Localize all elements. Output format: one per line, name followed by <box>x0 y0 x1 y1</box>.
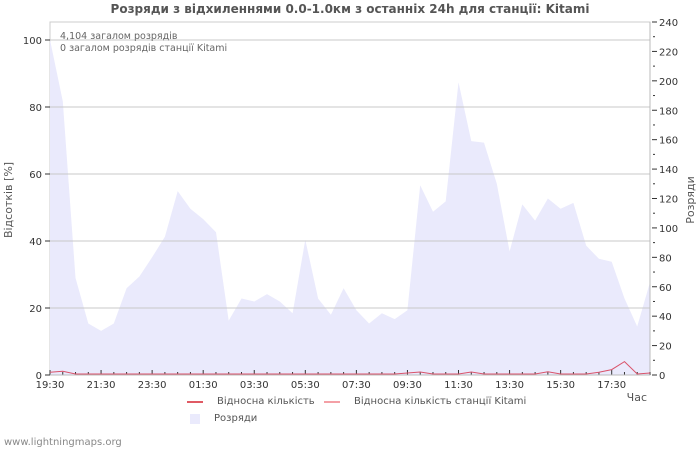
y2-tick-label: 20 <box>659 342 672 353</box>
x-tick-label: 21:30 <box>87 380 116 391</box>
x-tick-label: 05:30 <box>291 380 320 391</box>
x-axis-label: Час <box>627 391 647 404</box>
y2-axis-label: Розряди <box>684 176 697 224</box>
y-tick-label: 100 <box>23 36 42 47</box>
legend-label: Відносна кількість станції Kitami <box>354 396 527 407</box>
y-tick-label: 40 <box>29 237 42 248</box>
legend-relative: Відносна кількість <box>187 396 315 407</box>
y2-tick-label: 100 <box>659 224 678 235</box>
y2-tick-label: 60 <box>659 283 672 294</box>
chart-title: Розряди з відхиленнями 0.0-1.0км з остан… <box>110 2 590 16</box>
annotation-text: 0 загалом розрядів станції Kitami <box>60 43 227 54</box>
y2-tick-label: 180 <box>659 106 678 117</box>
y2-tick-label: 240 <box>659 18 678 29</box>
x-tick-label: 23:30 <box>138 380 167 391</box>
x-tick-label: 07:30 <box>342 380 371 391</box>
y-tick-label: 20 <box>29 304 42 315</box>
footer-link[interactable]: www.lightningmaps.org <box>4 437 122 448</box>
x-tick-label: 11:30 <box>444 380 473 391</box>
legend-line-icon <box>324 400 340 403</box>
relative-line <box>49 360 651 375</box>
y2-tick-label: 40 <box>659 312 672 323</box>
y2-tick-label: 0 <box>659 371 665 382</box>
strikes-area <box>50 39 650 375</box>
x-tick-label: 19:30 <box>36 380 65 391</box>
legend-area-icon <box>190 413 200 424</box>
y2-tick-label: 200 <box>659 77 678 88</box>
legend-relative-station: Відносна кількість станції Kitami <box>324 396 526 407</box>
x-tick-label: 03:30 <box>240 380 269 391</box>
y2-tick-label: 160 <box>659 136 678 147</box>
y2-tick-label: 120 <box>659 195 678 206</box>
y2-tick-label: 220 <box>659 47 678 58</box>
y-tick-label: 60 <box>29 170 42 181</box>
x-tick-label: 01:30 <box>189 380 218 391</box>
legend-strikes: Розряди <box>187 413 257 424</box>
x-tick-label: 15:30 <box>546 380 575 391</box>
annotation-text: 4,104 загалом розрядів <box>60 31 178 42</box>
y-tick-label: 0 <box>36 371 42 382</box>
x-tick-label: 17:30 <box>597 380 626 391</box>
legend-line-icon <box>187 400 203 403</box>
x-tick-label: 09:30 <box>393 380 422 391</box>
y-axis-label: Відсотків [%] <box>2 162 15 238</box>
y-tick-label: 80 <box>29 103 42 114</box>
y2-tick-label: 140 <box>659 165 678 176</box>
legend-label: Розряди <box>214 413 258 424</box>
legend-label: Відносна кількість <box>217 396 315 407</box>
y2-tick-label: 80 <box>659 253 672 264</box>
x-tick-label: 13:30 <box>495 380 524 391</box>
